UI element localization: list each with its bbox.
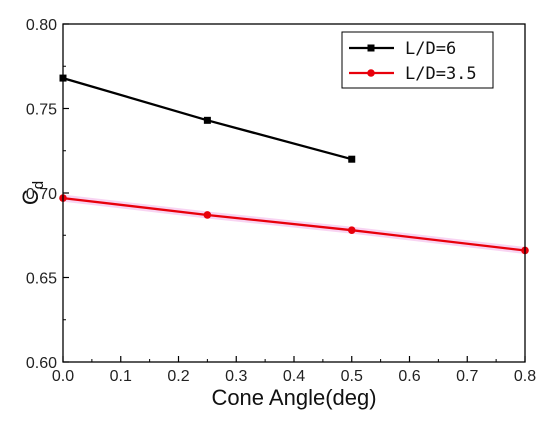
y-tick-label: 0.75: [26, 102, 57, 119]
x-tick-label: 0.3: [225, 368, 247, 385]
data-point: [203, 211, 212, 219]
legend-marker-l-d-6: [367, 44, 375, 52]
x-tick-label: 0.4: [283, 368, 305, 385]
x-tick-label: 0.8: [514, 368, 536, 385]
x-tick-label: 0.5: [341, 368, 363, 385]
legend-marker-l-d-3-5: [367, 69, 375, 77]
x-tick-label: 0.2: [167, 368, 189, 385]
legend-label-l-d-6: L/D=6: [405, 39, 456, 59]
axis-ticks: 0.0 0.1 0.2 0.3 0.4 0.5 0.6 0.7 0.8 0.60 0.65 0.70 0…: [26, 17, 536, 385]
x-tick-label: 0.0: [52, 368, 74, 385]
y-tick-label: 0.60: [26, 355, 57, 372]
x-axis-title: Cone Angle(deg): [211, 385, 376, 410]
data-point: [203, 116, 211, 124]
y-tick-label: 0.80: [26, 17, 57, 34]
y-tick-label: 0.65: [26, 271, 57, 288]
plot-frame: [62, 23, 526, 363]
series-line: [62, 196, 526, 252]
y-tick-label: 0.70: [26, 186, 57, 203]
data-point: [348, 155, 356, 163]
svg-text:Cd: Cd: [18, 181, 47, 205]
y-axis-title-subscript: d: [30, 181, 47, 189]
y-axis-title: Cd: [18, 181, 47, 205]
data-point: [347, 226, 356, 234]
x-tick-label: 0.7: [456, 368, 478, 385]
legend-label-l-d-3-5: L/D=3.5: [405, 64, 477, 84]
y-axis-title-main: C: [18, 189, 43, 205]
legend-box: [341, 31, 494, 89]
data-series: [59, 74, 529, 255]
x-tick-label: 0.1: [110, 368, 132, 385]
legend: L/D=6 L/D=3.5: [341, 31, 494, 89]
x-tick-label: 0.6: [398, 368, 420, 385]
series-l-d-3-5: [59, 194, 529, 255]
